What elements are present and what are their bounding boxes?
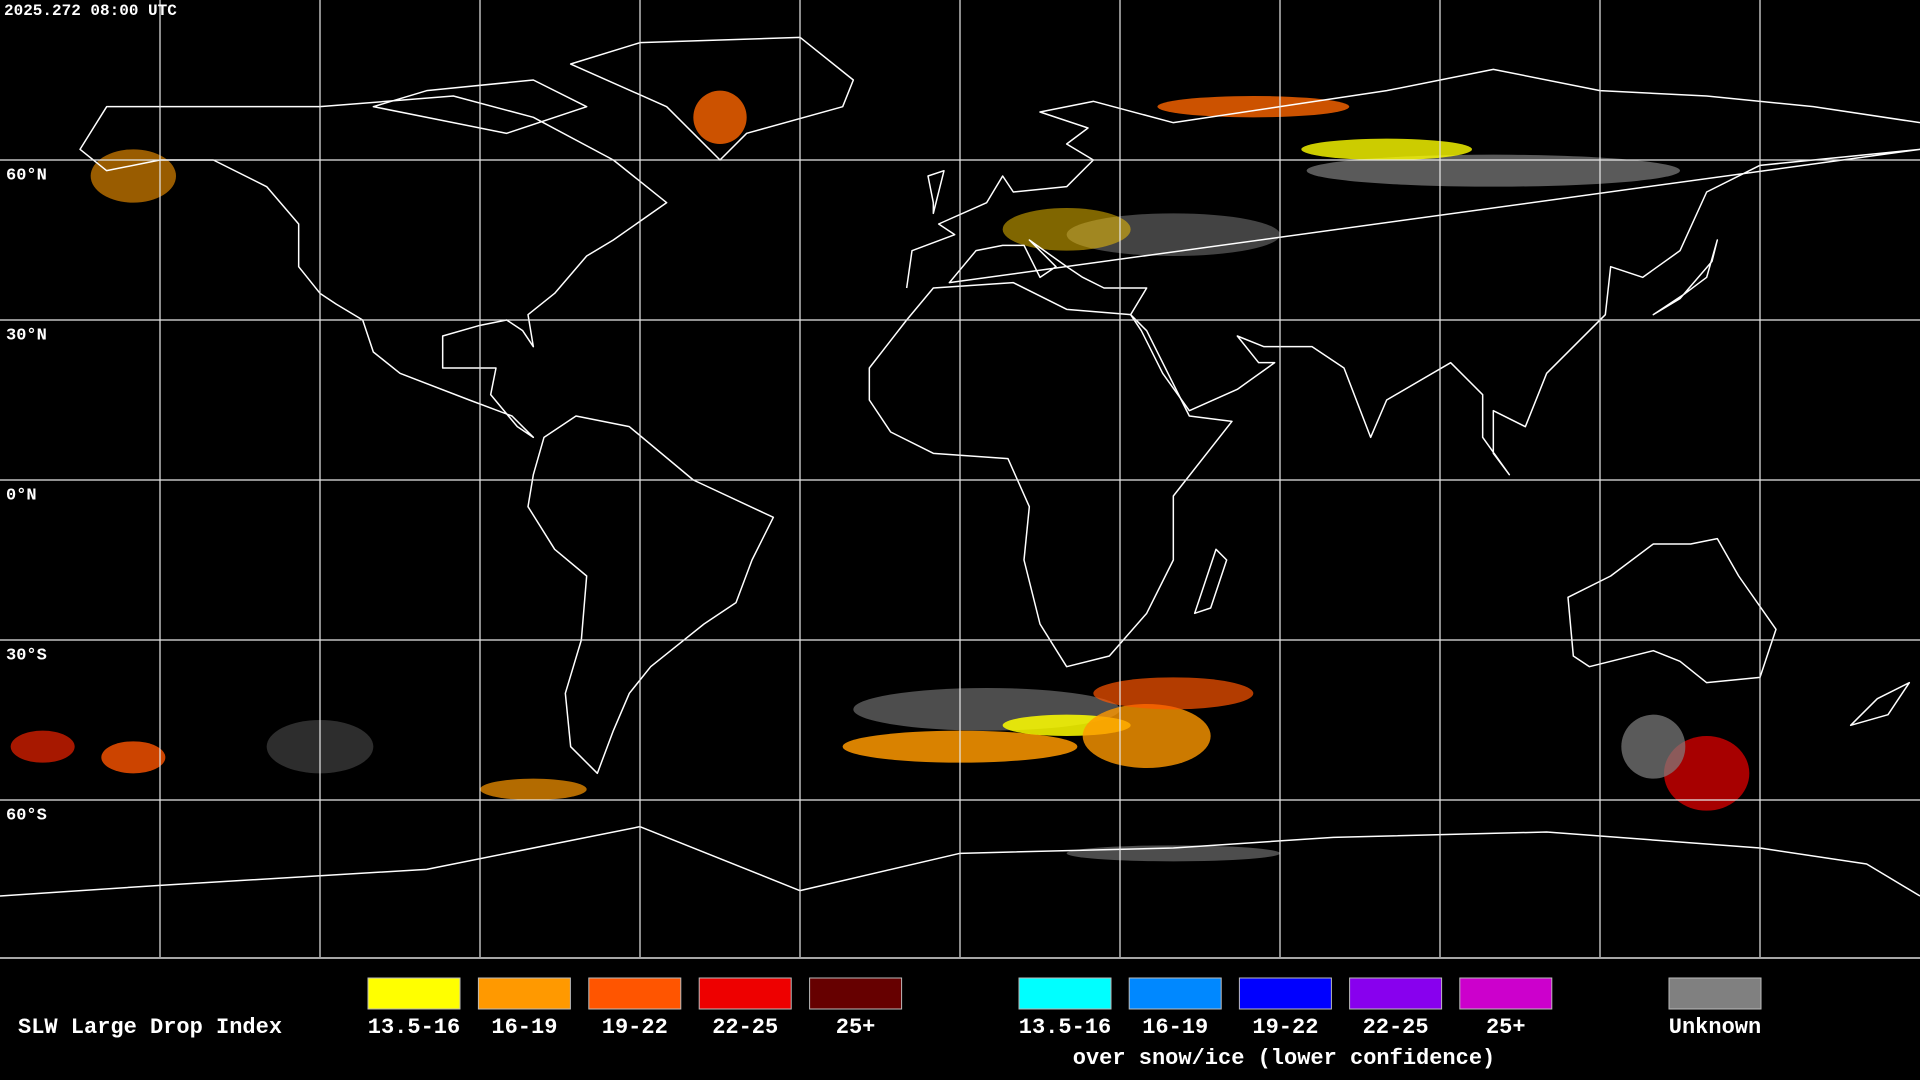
lat-label: 60°N [6,166,47,185]
legend-label: 19-22 [602,1015,668,1040]
legend-swatch [698,977,792,1010]
legend: SLW Large Drop Index over snow/ice (lowe… [18,977,1762,1071]
legend-label: 19-22 [1252,1015,1318,1040]
legend-caption: over snow/ice (lower confidence) [1073,1046,1495,1071]
legend-label: 22-25 [712,1015,778,1040]
legend-label: Unknown [1669,1015,1761,1040]
graticule [0,0,1920,959]
legend-title: SLW Large Drop Index [18,1015,282,1040]
legend-swatch [1459,977,1553,1010]
legend-swatch [1128,977,1222,1010]
legend-swatch [477,977,571,1010]
legend-label: 16-19 [491,1015,557,1040]
legend-label: 16-19 [1142,1015,1208,1040]
legend-swatch [588,977,682,1010]
legend-label: 25+ [836,1015,876,1040]
legend-label: 13.5-16 [1019,1015,1111,1040]
legend-swatch [1668,977,1762,1010]
legend-swatch [1018,977,1112,1010]
legend-swatch [367,977,461,1010]
lat-label: 0°N [6,486,37,505]
timestamp: 2025.272 08:00 UTC [4,2,177,20]
legend-label: 22-25 [1363,1015,1429,1040]
legend-label: 25+ [1486,1015,1526,1040]
lat-label: 60°S [6,806,47,825]
legend-swatch [809,977,903,1010]
data-overlay [10,90,1750,862]
legend-swatch [1349,977,1443,1010]
legend-swatch [1238,977,1332,1010]
lat-label: 30°S [6,646,47,665]
map: 2025.272 08:00 UTC 60°N 30°N 0°N 30°S 60… [0,0,1920,959]
lat-label: 30°N [6,326,47,345]
legend-label: 13.5-16 [368,1015,460,1040]
